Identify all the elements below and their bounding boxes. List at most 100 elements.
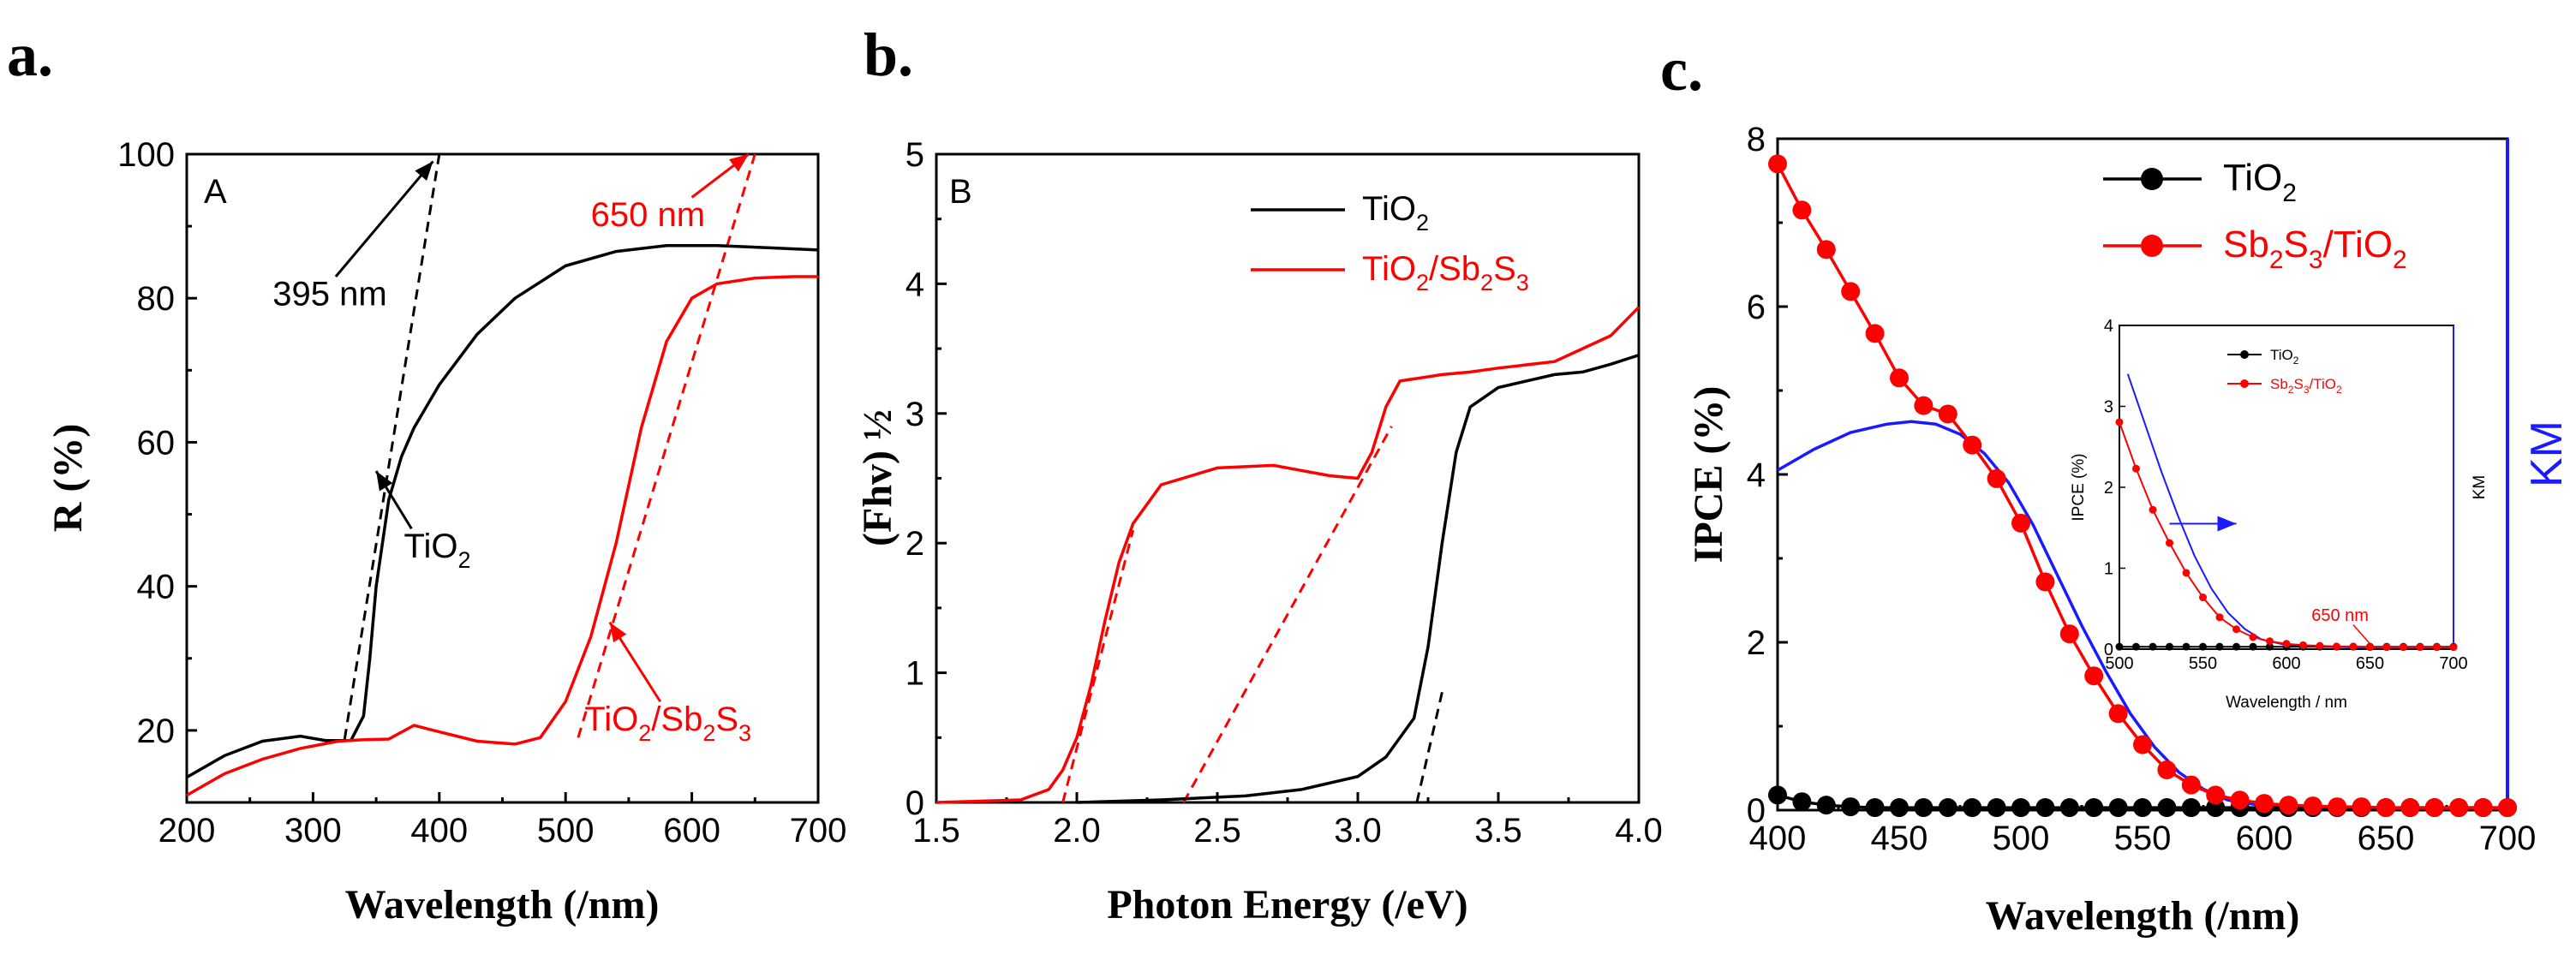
panel-c-sb2s3-point-18 <box>2206 785 2226 805</box>
inset-legend-label-0-main: TiO <box>2270 347 2293 363</box>
inset-legend-label-1-mid2: /TiO <box>2310 376 2336 392</box>
panel-c-tio2-point-4 <box>1865 798 1885 818</box>
inset-ytick-label: 1 <box>2104 560 2113 579</box>
panel-a-arrow-395-shaft <box>334 160 434 277</box>
panel-c-sb2s3-point-20 <box>2255 794 2274 814</box>
panel-c-legend-label-1-sub3: 2 <box>2393 246 2407 274</box>
panel-a-inner-label: A <box>204 173 227 211</box>
panel-a-xtick-label: 400 <box>410 812 468 850</box>
panel-b-inner-label: B <box>949 173 972 211</box>
panel-b-fit-line-2 <box>1415 691 1443 803</box>
panel-a-arrow-650-head <box>728 154 749 172</box>
panel-a-label-tio2: TiO2 <box>404 528 471 573</box>
panel-c-sb2s3-point-4 <box>1865 324 1885 343</box>
inset-legend-marker-0 <box>2240 350 2249 359</box>
panel-b-legend-label-1: TiO2/Sb2S3 <box>1362 250 1529 295</box>
inset-legend-label-1-sub: 2 <box>2288 384 2294 396</box>
panel-c-legend-label-0-main: TiO <box>2223 157 2282 199</box>
inset-sb2s3-point-19 <box>2433 643 2441 652</box>
inset-xtick-label: 600 <box>2272 654 2300 673</box>
panel-b-ytick-label: 5 <box>905 136 924 174</box>
panel-c-tio2-point-0 <box>1768 785 1787 805</box>
panel-a-label-sb2s3-text_mid2: S <box>715 701 738 738</box>
panel-b-xtick-label: 4.0 <box>1615 812 1663 850</box>
inset-sb2s3-point-6 <box>2215 613 2224 622</box>
panel-c-chart: Wavelength (/nm) IPCE (%) KM 400 450 500 55… <box>1686 121 2572 939</box>
inset-tio2-point-1 <box>2132 642 2140 651</box>
panel-b-legend-label-0: TiO2 <box>1362 190 1429 236</box>
panel-a-label-tio2-text_main: TiO <box>404 528 458 565</box>
panel-a-xlabel: Wavelength (/nm) <box>345 882 660 927</box>
panel-c-sb2s3-point-3 <box>1841 282 1861 301</box>
inset-ytick-label: 3 <box>2104 398 2113 417</box>
panel-c-tio2-point-2 <box>1816 796 1836 815</box>
inset-sb2s3-point-4 <box>2182 569 2190 577</box>
panel-c-sb2s3-point-17 <box>2181 775 2201 795</box>
panel-b-legend-label-1-mid: /Sb <box>1429 250 1480 288</box>
inset-sb2s3-point-3 <box>2166 539 2173 547</box>
inset-xtick-label: 500 <box>2105 654 2133 673</box>
panel-c-sb2s3-point-9 <box>1987 468 2006 488</box>
panel-b-legend-label-1-sub: 2 <box>1416 270 1429 295</box>
inset-legend-label-1: Sb2S3/TiO2 <box>2270 376 2342 396</box>
inset-tio2-point-8 <box>2249 642 2257 651</box>
panel-c-sb2s3-point-23 <box>2328 797 2347 817</box>
panel-c-tio2-point-7 <box>1938 798 1957 818</box>
panel-c-sb2s3-point-26 <box>2400 798 2420 818</box>
panel-c-xtick-label: 650 <box>2358 820 2415 857</box>
panel-b-xtick-label: 3.0 <box>1334 812 1382 850</box>
inset-sb2s3-point-0 <box>2115 418 2124 426</box>
panel-c-tio2-point-15 <box>2133 798 2152 818</box>
panel-c-sb2s3-point-19 <box>2230 790 2250 810</box>
panel-b-ytick-label: 4 <box>905 265 924 303</box>
inset-sb2s3-point-20 <box>2449 643 2458 652</box>
panel-a-annotation-395nm: 395 nm <box>272 276 386 313</box>
panel-a-label-sb2s3-text_mid: /Sb <box>651 701 702 738</box>
panel-c-sb2s3-point-2 <box>1816 240 1836 259</box>
panel-c-sb2s3-point-7 <box>1938 404 1957 424</box>
panel-b-series-sb2s3 <box>935 306 1641 804</box>
panel-c-legend-marker-1 <box>2141 235 2163 257</box>
panel-c-tio2-point-9 <box>1987 798 2006 818</box>
panel-a-ytick-label: 100 <box>117 136 175 174</box>
panel-c-ytick-label: 2 <box>1747 624 1766 662</box>
panel-b-ytick-label: 3 <box>905 396 924 433</box>
panel-a-ytick-label: 60 <box>137 424 176 462</box>
inset-tio2-point-0 <box>2115 642 2124 651</box>
panel-c-sb2s3-point-0 <box>1768 154 1787 174</box>
panel-b-xtick-label: 1.5 <box>912 812 960 850</box>
inset-sb2s3-point-11 <box>2299 641 2307 649</box>
panel-c-xlabel: Wavelength (/nm) <box>1986 893 2300 939</box>
panel-a-label-sb2s3-text_main: TiO <box>584 701 638 738</box>
inset-km-arrow-head <box>2217 516 2237 532</box>
panel-a-label-sb2s3-text_sub: 2 <box>638 720 651 746</box>
panel-c-sb2s3-point-15 <box>2133 735 2152 754</box>
panel-c-legend-marker-0 <box>2141 168 2163 190</box>
panel-c-ylabel: IPCE (%) <box>1686 386 1731 564</box>
inset-sb2s3-point-2 <box>2149 505 2157 514</box>
panel-a-label-sb2s3-text_sub3: 3 <box>738 720 751 746</box>
panel-c-legend-label-0: TiO2 <box>2223 157 2297 207</box>
panel-c-sb2s3-point-11 <box>2035 572 2055 592</box>
panel-b-ytick-label: 0 <box>905 784 924 822</box>
panel-a-xtick-label: 700 <box>790 812 847 850</box>
panel-c-sb2s3-point-16 <box>2157 760 2177 779</box>
inset-xtick-label: 550 <box>2189 654 2217 673</box>
panel-c-xtick-label: 450 <box>1871 820 1928 857</box>
panel-b-legend-label-1-sub3: 3 <box>1516 270 1529 295</box>
panel-c-legend-label-1-sub: 2 <box>2269 246 2284 274</box>
panel-c-ytick-label: 4 <box>1747 456 1766 494</box>
panel-b-series-tio2 <box>1076 354 1640 804</box>
panel-c-tio2-point-16 <box>2157 798 2177 818</box>
panel-a-xtick-label: 300 <box>284 812 342 850</box>
inset-sb2s3-point-1 <box>2132 464 2140 473</box>
inset-sb2s3-point-8 <box>2249 633 2257 641</box>
panel-b-chart: B Photon Energy (/eV) (Fhv) ½ 1.5 2.0 2.5 3… <box>855 136 1663 927</box>
inset-sb2s3-point-18 <box>2416 643 2424 652</box>
inset-tio2-point-3 <box>2166 642 2173 651</box>
panel-c-sb2s3-point-21 <box>2279 796 2298 815</box>
panel-a-arrow-395-head <box>415 161 433 182</box>
inset-legend-label-0: TiO2 <box>2270 347 2299 367</box>
panel-b-xlabel: Photon Energy (/eV) <box>1107 882 1467 927</box>
